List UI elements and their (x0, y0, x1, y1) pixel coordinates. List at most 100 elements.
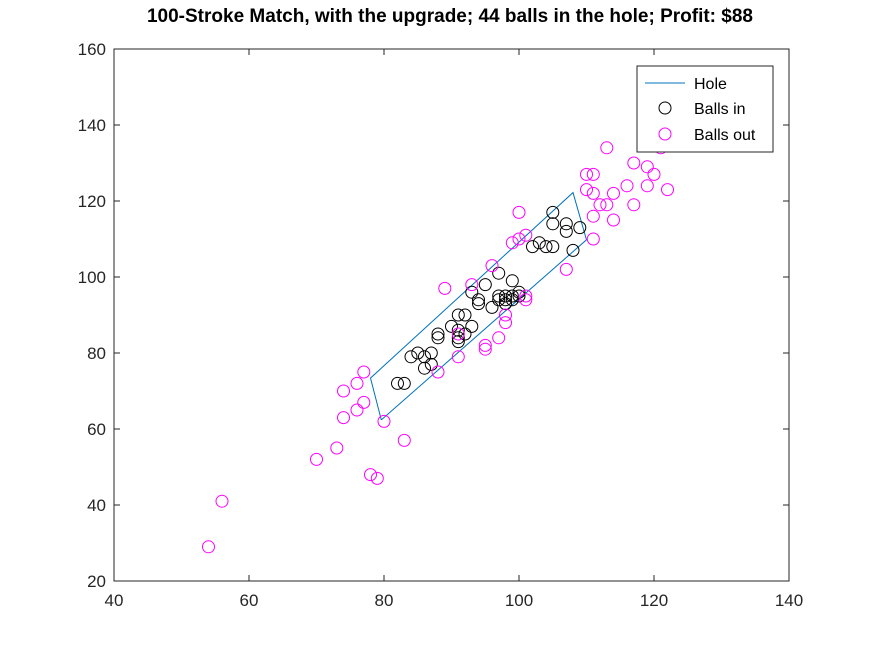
ball-in-point (499, 293, 512, 307)
ball-in-point (451, 308, 465, 322)
ball-in-point (418, 350, 431, 364)
ball-out-point (310, 452, 323, 466)
ball-out-point (337, 411, 350, 425)
ball-out-point (431, 365, 445, 379)
ball-in-point (512, 285, 526, 299)
ball-out-point (586, 232, 600, 246)
x-tick-label: 100 (505, 591, 533, 610)
ball-in-point (472, 297, 485, 311)
ball-in-point (559, 217, 573, 231)
ball-out-point (512, 232, 526, 246)
ball-out-point (492, 331, 506, 345)
ball-in-point (499, 297, 512, 311)
ball-out-point (647, 167, 661, 181)
ball-in-point (397, 376, 411, 390)
ball-out-point (640, 179, 654, 193)
ball-out-point (330, 441, 344, 455)
legend-hole-label: Hole (694, 76, 727, 93)
ball-out-point (586, 186, 600, 200)
ball-out-point (627, 198, 641, 212)
ball-out-point (499, 316, 512, 330)
x-tick-label: 60 (240, 591, 259, 610)
ball-out-point (607, 186, 620, 200)
ball-out-point (620, 179, 634, 193)
ball-in-point (424, 357, 438, 371)
ball-out-point (438, 281, 452, 295)
legend-balls-in-marker (658, 101, 672, 115)
ball-in-point (505, 293, 519, 307)
ball-in-point (492, 293, 506, 307)
y-tick-label: 40 (87, 496, 106, 515)
ball-in-point (451, 335, 465, 349)
ball-out-point (451, 327, 465, 341)
ball-in-point (478, 278, 492, 292)
ball-in-point (451, 323, 465, 337)
legend-balls-out-marker (658, 127, 672, 141)
ball-in-point (492, 266, 506, 280)
y-tick-label: 100 (78, 268, 106, 287)
y-tick-label: 60 (87, 420, 106, 439)
ball-in-point (485, 300, 499, 314)
y-tick-label: 120 (78, 192, 106, 211)
ball-in-point (445, 319, 458, 333)
x-tick-label: 120 (640, 591, 668, 610)
ball-out-point (586, 209, 600, 223)
ball-in-point (458, 327, 472, 341)
ball-out-point (519, 289, 533, 303)
ball-in-point (391, 376, 404, 390)
ball-in-point (573, 221, 587, 235)
ball-out-point (370, 471, 384, 485)
ball-out-point (519, 293, 533, 307)
ball-in-point (546, 240, 560, 254)
ball-in-point (559, 224, 573, 238)
ball-in-point (424, 346, 438, 360)
ball-in-point (465, 319, 479, 333)
ball-in-point (505, 289, 519, 303)
ball-out-point (640, 160, 654, 174)
ball-out-point (465, 278, 479, 292)
ball-in-point (505, 274, 519, 288)
ball-out-point (505, 236, 519, 250)
ball-in-point (431, 327, 445, 341)
ball-out-point (580, 183, 593, 197)
ball-out-point (215, 494, 229, 508)
ball-out-point (607, 213, 620, 227)
ball-out-point (350, 403, 364, 417)
ball-out-point (600, 141, 614, 155)
ball-out-point (478, 338, 492, 352)
ball-out-point (512, 205, 526, 219)
ball-out-point (593, 198, 607, 212)
ball-out-point (357, 395, 371, 409)
ball-out-point (586, 167, 600, 181)
ball-out-point (499, 308, 512, 322)
ball-in-point (418, 361, 431, 375)
ball-in-point (431, 331, 445, 345)
x-tick-label: 40 (105, 591, 124, 610)
ball-out-point (202, 540, 215, 554)
ball-in-point (465, 285, 479, 299)
ball-out-point (364, 468, 377, 482)
ball-out-point (627, 156, 641, 170)
ball-out-point (377, 414, 391, 428)
legend-balls-out-label: Balls out (694, 127, 756, 144)
y-tick-label: 140 (78, 116, 106, 135)
ball-in-point (532, 236, 546, 250)
ball-in-point (411, 346, 425, 360)
y-tick-label: 20 (87, 572, 106, 591)
ball-in-point (546, 205, 560, 219)
ball-out-point (519, 228, 533, 242)
x-tick-label: 80 (375, 591, 394, 610)
ball-in-point (404, 350, 418, 364)
legend-balls-in-label: Balls in (694, 101, 746, 118)
ball-in-point (526, 240, 539, 254)
y-tick-label: 160 (78, 40, 106, 59)
ball-out-point (661, 183, 674, 197)
ball-out-point (580, 167, 593, 181)
ball-out-point (397, 433, 411, 447)
ball-out-point (337, 384, 350, 398)
chart-title: 100-Stroke Match, with the upgrade; 44 b… (147, 6, 753, 27)
ball-out-point (600, 198, 614, 212)
legend: Hole Balls in Balls out (636, 65, 774, 153)
